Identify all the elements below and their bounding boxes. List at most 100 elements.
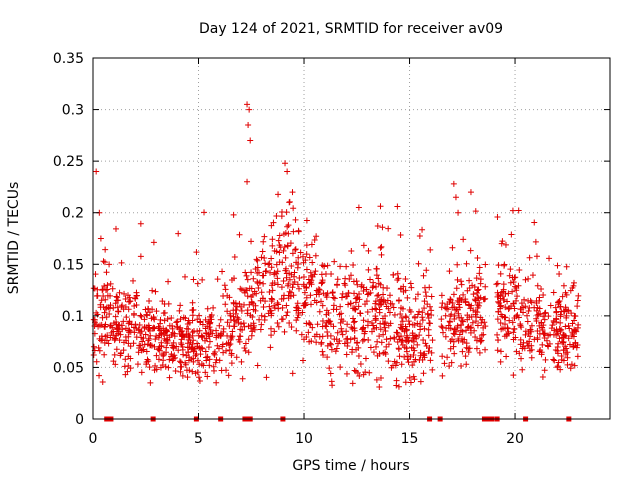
data-point (290, 228, 297, 235)
data-point (405, 318, 412, 325)
data-point (121, 363, 128, 370)
data-point (350, 262, 357, 269)
data-point (313, 291, 320, 298)
data-point (455, 310, 462, 317)
data-point (137, 220, 144, 227)
data-point (385, 322, 392, 329)
data-point (139, 338, 146, 345)
data-point (238, 320, 245, 327)
data-point (324, 329, 331, 336)
data-point (394, 203, 401, 210)
data-point (289, 370, 296, 377)
data-point (497, 358, 504, 365)
data-point (226, 342, 233, 349)
data-point (538, 286, 545, 293)
data-point (439, 372, 446, 379)
data-point (361, 330, 368, 337)
data-point (185, 349, 192, 356)
data-point (571, 326, 578, 333)
data-point (377, 326, 384, 333)
data-point (560, 334, 567, 341)
data-point (512, 274, 519, 281)
data-point (286, 198, 293, 205)
data-point (282, 254, 289, 261)
data-point (545, 343, 552, 350)
data-point (390, 304, 397, 311)
data-point (441, 360, 448, 367)
data-point (120, 339, 127, 346)
data-point (201, 209, 208, 216)
data-point (96, 347, 103, 354)
data-point (353, 340, 360, 347)
data-point (237, 333, 244, 340)
data-point (286, 319, 293, 326)
data-point (401, 353, 408, 360)
data-point (555, 359, 562, 366)
data-point (184, 374, 191, 381)
data-point (222, 301, 229, 308)
data-point (107, 280, 114, 287)
data-point (254, 257, 261, 264)
data-point (463, 361, 470, 368)
data-point (97, 301, 104, 308)
data-point (572, 313, 579, 320)
data-point (307, 269, 314, 276)
data-point (497, 302, 504, 309)
data-point (250, 306, 257, 313)
data-point (373, 265, 380, 272)
data-point (385, 341, 392, 348)
data-point (332, 348, 339, 355)
data-point (535, 311, 542, 318)
data-point (123, 314, 130, 321)
data-point (267, 325, 274, 332)
data-point (119, 326, 126, 333)
data-point (105, 304, 112, 311)
data-point (295, 254, 302, 261)
data-point (510, 372, 517, 379)
data-point (518, 300, 525, 307)
data-point (273, 248, 280, 255)
data-point (98, 337, 105, 344)
data-point (141, 316, 148, 323)
data-point (511, 326, 518, 333)
data-point (557, 319, 564, 326)
data-point (447, 297, 454, 304)
data-point (517, 336, 524, 343)
data-point (514, 293, 521, 300)
data-point (453, 328, 460, 335)
data-point (292, 216, 299, 223)
data-point (136, 321, 143, 328)
data-point (425, 332, 432, 339)
data-point (411, 332, 418, 339)
data-point (459, 317, 466, 324)
data-point (284, 223, 291, 230)
data-point (150, 315, 157, 322)
data-point (118, 303, 125, 310)
data-point (320, 352, 327, 359)
data-point (538, 351, 545, 358)
data-point (293, 304, 300, 311)
data-point (377, 296, 384, 303)
data-point (238, 358, 245, 365)
data-point (494, 213, 501, 220)
data-point (472, 334, 479, 341)
data-point (190, 306, 197, 313)
data-point (296, 285, 303, 292)
data-point (178, 363, 185, 370)
data-point (521, 345, 528, 352)
data-point (467, 189, 474, 196)
data-point (255, 269, 262, 276)
data-point (151, 325, 158, 332)
data-point (164, 332, 171, 339)
data-point (567, 287, 574, 294)
data-point (101, 282, 108, 289)
data-point (438, 323, 445, 330)
data-point (341, 340, 348, 347)
data-point (133, 325, 140, 332)
data-point (456, 304, 463, 311)
data-point (497, 295, 504, 302)
data-point (244, 307, 251, 314)
data-point (174, 318, 181, 325)
data-point (230, 299, 237, 306)
data-point (93, 292, 100, 299)
